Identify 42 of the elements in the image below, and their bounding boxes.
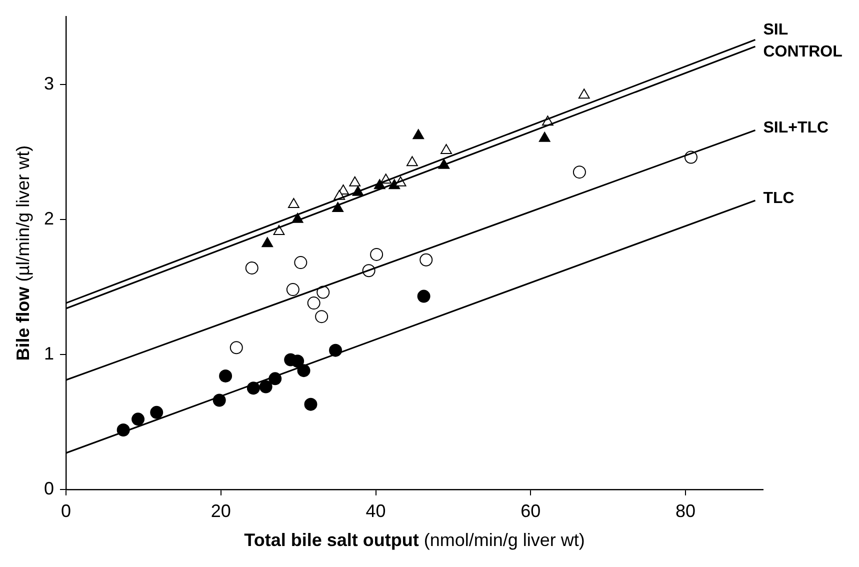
point [307, 296, 320, 310]
point [316, 286, 330, 299]
point [440, 144, 452, 154]
point [578, 88, 590, 99]
x-axis-title: Total bile salt output (nmol/min/g liver wt) [244, 530, 585, 550]
point [245, 261, 258, 274]
point [273, 224, 285, 235]
point [304, 398, 318, 411]
y-tick-label: 0 [44, 478, 54, 498]
point [230, 341, 243, 354]
point [132, 412, 145, 426]
x-tick-label: 60 [520, 501, 541, 522]
point [349, 176, 361, 186]
y-axis-title: Bile flow (µl/min/g liver wt) [12, 145, 33, 361]
y-tick-label: 1 [44, 343, 54, 364]
point [219, 369, 232, 382]
point [262, 237, 274, 248]
series-label: CONTROL [763, 44, 843, 61]
point [538, 132, 550, 142]
point [294, 256, 308, 270]
point [420, 253, 433, 266]
point [259, 380, 272, 394]
y-tick-label: 3 [44, 73, 54, 94]
series-label: SIL+TLC [763, 120, 830, 137]
series-label: SIL [763, 22, 788, 39]
x-tick-label: 0 [61, 501, 72, 522]
point [417, 290, 430, 303]
point [332, 202, 344, 212]
point [572, 166, 586, 179]
point [315, 310, 328, 324]
x-tick-label: 40 [366, 501, 386, 522]
point [288, 198, 300, 208]
point [150, 406, 164, 419]
x-tick-label: 80 [676, 501, 696, 522]
point [412, 129, 424, 140]
point [291, 354, 304, 368]
point [286, 283, 300, 296]
x-tick-label: 20 [210, 501, 231, 522]
point [406, 156, 418, 166]
series-label: TLC [763, 190, 795, 207]
y-tick-label: 2 [44, 208, 54, 228]
point [370, 248, 384, 261]
